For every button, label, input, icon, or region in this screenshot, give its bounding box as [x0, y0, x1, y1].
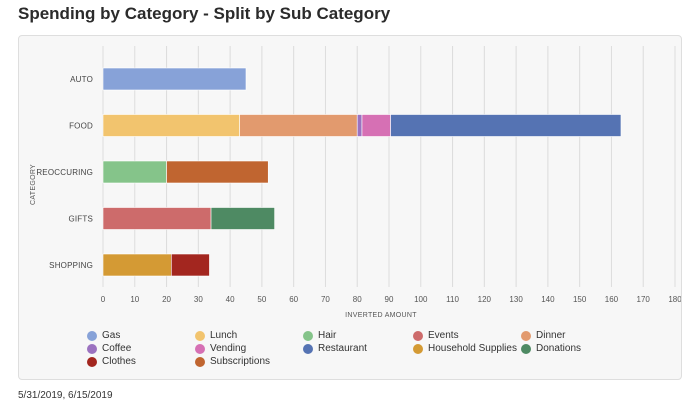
bar-segment [239, 114, 358, 137]
legend-label: Household Supplies [428, 343, 517, 354]
x-tick-label: 10 [130, 295, 139, 304]
legend-swatch [413, 330, 423, 341]
x-tick-label: 110 [446, 295, 459, 304]
bar-segment [102, 114, 240, 137]
page-title: Spending by Category - Split by Sub Cate… [18, 4, 391, 23]
x-tick-label: 40 [226, 295, 235, 304]
legend-label: Lunch [210, 330, 238, 341]
legend-swatch [521, 330, 531, 341]
legend-swatch [303, 330, 313, 341]
bar-segment [102, 253, 172, 277]
legend-label: Coffee [102, 343, 132, 354]
legend-swatch [195, 343, 205, 354]
x-tick-label: 130 [509, 295, 523, 304]
x-tick-label: 30 [194, 295, 203, 304]
stacked-bar-chart: 0 10 20 30 40 50 60 70 80 90 100 110 120 130 140 150 160… [30, 46, 681, 319]
bar-segment [102, 207, 212, 230]
legend-swatch [195, 330, 205, 341]
x-tick-label: 100 [414, 295, 428, 304]
legend-item[interactable]: Lunch [195, 330, 237, 341]
category-label: FOOD [69, 122, 93, 131]
legend-item[interactable]: Dinner [521, 330, 565, 341]
legend-label: Donations [536, 343, 582, 354]
legend-label: Vending [210, 343, 247, 354]
category-label: AUTO [70, 75, 93, 84]
x-tick-label: 0 [101, 295, 106, 304]
legend-item[interactable]: Coffee [87, 343, 131, 354]
x-tick-label: 160 [605, 295, 619, 304]
legend-item[interactable]: Clothes [87, 356, 136, 367]
legend-item[interactable]: Household Supplies [413, 343, 517, 354]
bar-segment [210, 207, 275, 230]
category-label: REOCCURING [36, 168, 93, 177]
x-tick-label: 90 [385, 295, 394, 304]
x-tick-label: 140 [541, 295, 555, 304]
x-tick-label: 50 [257, 295, 266, 304]
legend-item[interactable]: Subscriptions [195, 356, 270, 367]
chart-panel: 0 10 20 30 40 50 60 70 80 90 100 110 120 130 140 150 160… [18, 35, 682, 380]
legend-item[interactable]: Hair [303, 330, 336, 341]
legend-label: Subscriptions [210, 356, 271, 367]
bar-segment [390, 114, 622, 137]
legend-swatch [413, 343, 423, 354]
bar-segment [102, 160, 167, 184]
legend-item[interactable]: Donations [521, 343, 581, 354]
legend-label: Gas [102, 330, 121, 341]
legend-swatch [521, 343, 531, 354]
legend-item[interactable]: Restaurant [303, 343, 367, 354]
legend-label: Restaurant [318, 343, 367, 354]
x-tick-label: 170 [637, 295, 651, 304]
legend-label: Dinner [536, 330, 566, 341]
x-axis-title: INVERTED AMOUNT [345, 312, 417, 319]
x-tick-label: 20 [162, 295, 171, 304]
x-tick-label: 150 [573, 295, 587, 304]
legend-item[interactable]: Vending [195, 343, 246, 354]
legend-label: Clothes [102, 356, 136, 367]
category-label: SHOPPING [49, 261, 93, 270]
legend-label: Events [428, 330, 459, 341]
x-tick-label: 70 [321, 295, 330, 304]
x-tick-label: 80 [353, 295, 362, 304]
x-tick-label: 180 [668, 295, 681, 304]
legend-item[interactable]: Events [413, 330, 459, 341]
bar-segment [356, 114, 363, 137]
legend-swatch [195, 356, 205, 367]
bar-segment [166, 160, 269, 184]
x-tick-label: 120 [478, 295, 492, 304]
legend-swatch [303, 343, 313, 354]
legend-label: Hair [318, 330, 337, 341]
date-range: 5/31/2019, 6/15/2019 [18, 390, 113, 401]
bar-segment [102, 67, 247, 91]
legend-swatch [87, 356, 97, 367]
category-label: GIFTS [68, 215, 93, 224]
legend-swatch [87, 343, 97, 354]
x-tick-label: 60 [289, 295, 298, 304]
legend-item[interactable]: Gas [87, 330, 120, 341]
bar-segment [361, 114, 391, 137]
bar-segment [171, 253, 210, 277]
y-axis-title: CATEGORY [30, 164, 37, 205]
legend-swatch [87, 330, 97, 341]
